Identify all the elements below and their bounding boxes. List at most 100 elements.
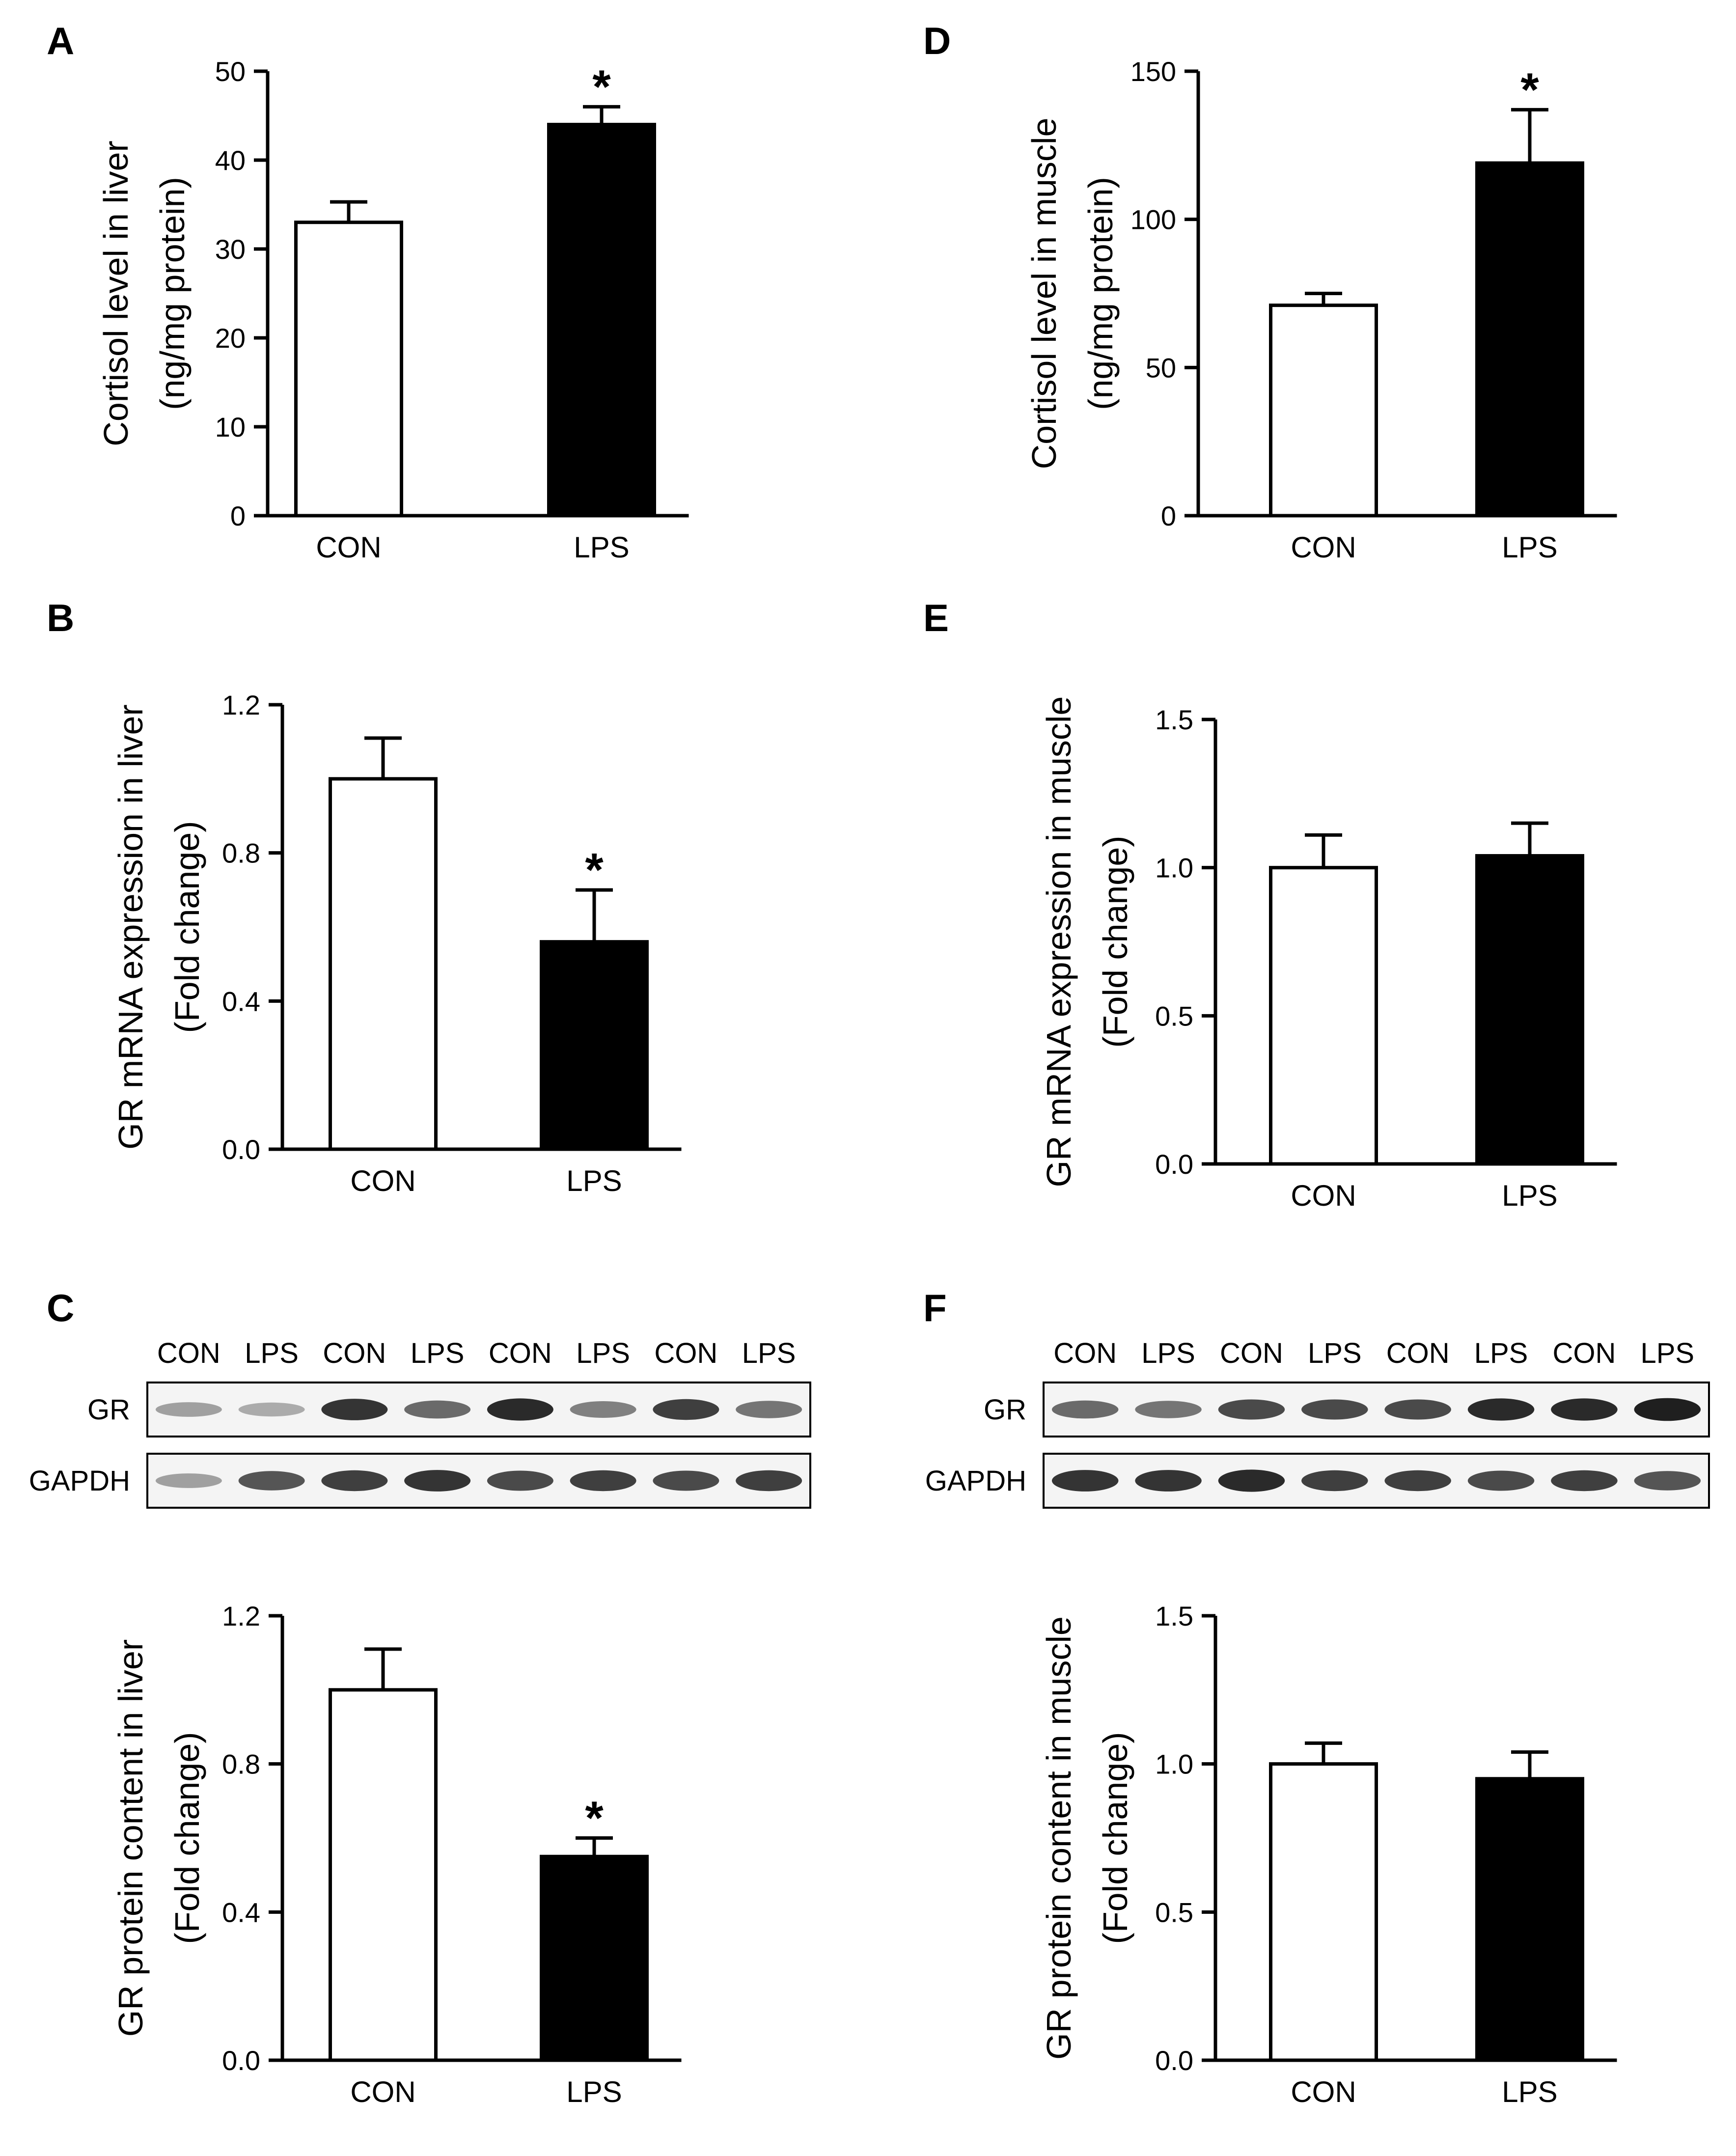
y-tick-label: 40	[215, 145, 246, 176]
blot-band	[238, 1471, 305, 1491]
y-tick-label: 0.0	[1155, 2045, 1193, 2076]
y-tick-label: 1.2	[222, 690, 260, 720]
y-axis-title: (Fold change)	[1096, 836, 1134, 1048]
y-tick-label: 30	[215, 234, 246, 265]
blot-band	[653, 1470, 719, 1491]
x-category-label: CON	[1291, 2075, 1356, 2108]
x-category-label: LPS	[1502, 1179, 1557, 1212]
blot-lane-label: CON	[654, 1337, 717, 1369]
blot-band	[487, 1470, 553, 1491]
blot-band	[1301, 1399, 1368, 1420]
blot-lane-label: LPS	[1474, 1337, 1528, 1369]
bar-con	[329, 777, 438, 1151]
blot-lane-label: LPS	[576, 1337, 630, 1369]
blot-row-label: GAPDH	[925, 1465, 1026, 1497]
panel-letter-d: D	[923, 19, 951, 62]
significance-star: *	[1520, 63, 1539, 116]
bar-lps	[547, 123, 656, 518]
x-category-label: LPS	[574, 531, 629, 564]
y-tick-label: 0.8	[222, 838, 260, 869]
y-tick-label: 100	[1130, 204, 1176, 235]
y-axis-title: (Fold change)	[168, 1732, 206, 1944]
bar-lps	[540, 1854, 649, 2062]
x-category-label: LPS	[1502, 2075, 1557, 2108]
y-tick-label: 0.5	[1155, 1897, 1193, 1928]
blot-lane-label: LPS	[1141, 1337, 1195, 1369]
significance-star: *	[585, 1792, 604, 1845]
blot-band	[570, 1470, 636, 1492]
blot-band	[238, 1402, 305, 1417]
blot-band	[1634, 1471, 1701, 1491]
y-tick-label: 1.5	[1155, 704, 1193, 735]
x-category-label: CON	[350, 2075, 415, 2108]
y-axis-title: (ng/mg protein)	[153, 177, 192, 410]
blot-band	[404, 1470, 471, 1492]
blot-band	[736, 1470, 802, 1492]
chart-c: 0.0 0.4 0.8 1.2 CON LPS * GR protein content in…	[111, 1601, 682, 2108]
blot-band	[1218, 1399, 1285, 1420]
blot-row-label: GR	[87, 1394, 130, 1426]
bar-lps	[540, 940, 649, 1151]
significance-star: *	[585, 844, 604, 896]
y-tick-label: 10	[215, 412, 246, 442]
x-category-label: LPS	[566, 1164, 622, 1197]
y-tick-label: 0.0	[222, 2045, 260, 2076]
bar-con	[329, 1688, 438, 2062]
x-category-label: LPS	[566, 2075, 622, 2108]
blot-band	[1051, 1400, 1119, 1419]
blot-band	[1135, 1401, 1202, 1418]
y-tick-label: 50	[1146, 352, 1176, 383]
blot-band	[1218, 1469, 1285, 1492]
blot-row-label: GR	[984, 1394, 1026, 1426]
y-tick-label: 0.8	[222, 1749, 260, 1780]
chart-f: 0.0 0.5 1.0 1.5 CON LPS GR protein content in …	[1040, 1601, 1617, 2108]
blot-band	[321, 1470, 388, 1492]
panel-letter-b: B	[47, 596, 74, 639]
y-tick-label: 0.4	[222, 986, 260, 1017]
bar-con	[294, 221, 403, 518]
blot-lane-label: CON	[1386, 1337, 1450, 1369]
y-axis-title: GR protein content in liver	[111, 1639, 150, 2037]
bar-lps	[1475, 161, 1584, 518]
y-tick-label: 0.4	[222, 1897, 260, 1928]
y-tick-label: 0.5	[1155, 1000, 1193, 1031]
bar-con	[1269, 1762, 1378, 2062]
blot-band	[155, 1473, 222, 1488]
y-tick-label: 0.0	[222, 1134, 260, 1165]
bar-con	[1269, 304, 1378, 518]
blot-band	[1634, 1398, 1701, 1421]
blot-band	[653, 1399, 719, 1420]
x-category-label: CON	[1291, 531, 1356, 564]
blot-band	[155, 1402, 222, 1417]
y-axis-title: (Fold change)	[168, 821, 206, 1033]
blot-lane-label: LPS	[742, 1337, 796, 1369]
bar-lps	[1475, 1777, 1584, 2062]
y-tick-label: 0	[1161, 500, 1176, 531]
y-tick-label: 1.5	[1155, 1601, 1193, 1631]
blot-lane-label: CON	[323, 1337, 386, 1369]
blot-band	[1551, 1398, 1618, 1421]
chart-e: 0.0 0.5 1.0 1.5 CON LPS GR mRNA expression in …	[1040, 696, 1617, 1212]
blot-band	[1551, 1470, 1618, 1492]
charts-layer: 0 10 20 30 40 50 CON LPS * Cortisol level in live…	[97, 56, 1617, 2108]
blot-band	[1384, 1470, 1451, 1492]
blot-lane-label: CON	[1053, 1337, 1117, 1369]
panel-letter-a: A	[47, 19, 74, 62]
western-blot-c: CON LPS CON LPS CON LPS CON LPS GR GAPDH	[29, 1337, 811, 1509]
bar-con	[1269, 866, 1378, 1166]
y-axis-title: GR mRNA expression in liver	[111, 704, 150, 1149]
x-category-label: LPS	[1502, 531, 1557, 564]
blot-band	[1384, 1399, 1451, 1420]
blot-band	[1467, 1470, 1535, 1491]
y-axis-title: (ng/mg protein)	[1081, 177, 1120, 410]
blot-band	[1051, 1470, 1119, 1492]
y-axis-title: Cortisol level in muscle	[1025, 118, 1063, 470]
y-tick-label: 150	[1130, 56, 1176, 87]
y-tick-label: 20	[215, 323, 246, 354]
y-tick-label: 0.0	[1155, 1149, 1193, 1180]
y-axis-title: (Fold change)	[1096, 1732, 1134, 1944]
panel-letter-c: C	[47, 1286, 74, 1329]
blot-lane-label: CON	[1220, 1337, 1283, 1369]
y-axis-title: Cortisol level in liver	[97, 140, 135, 446]
western-blot-f: CON LPS CON LPS CON LPS CON LPS GR GAPDH	[925, 1337, 1710, 1509]
